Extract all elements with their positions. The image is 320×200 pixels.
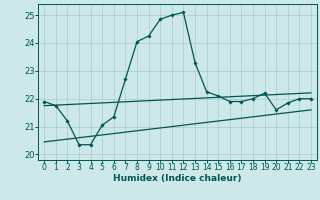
X-axis label: Humidex (Indice chaleur): Humidex (Indice chaleur) xyxy=(113,174,242,183)
